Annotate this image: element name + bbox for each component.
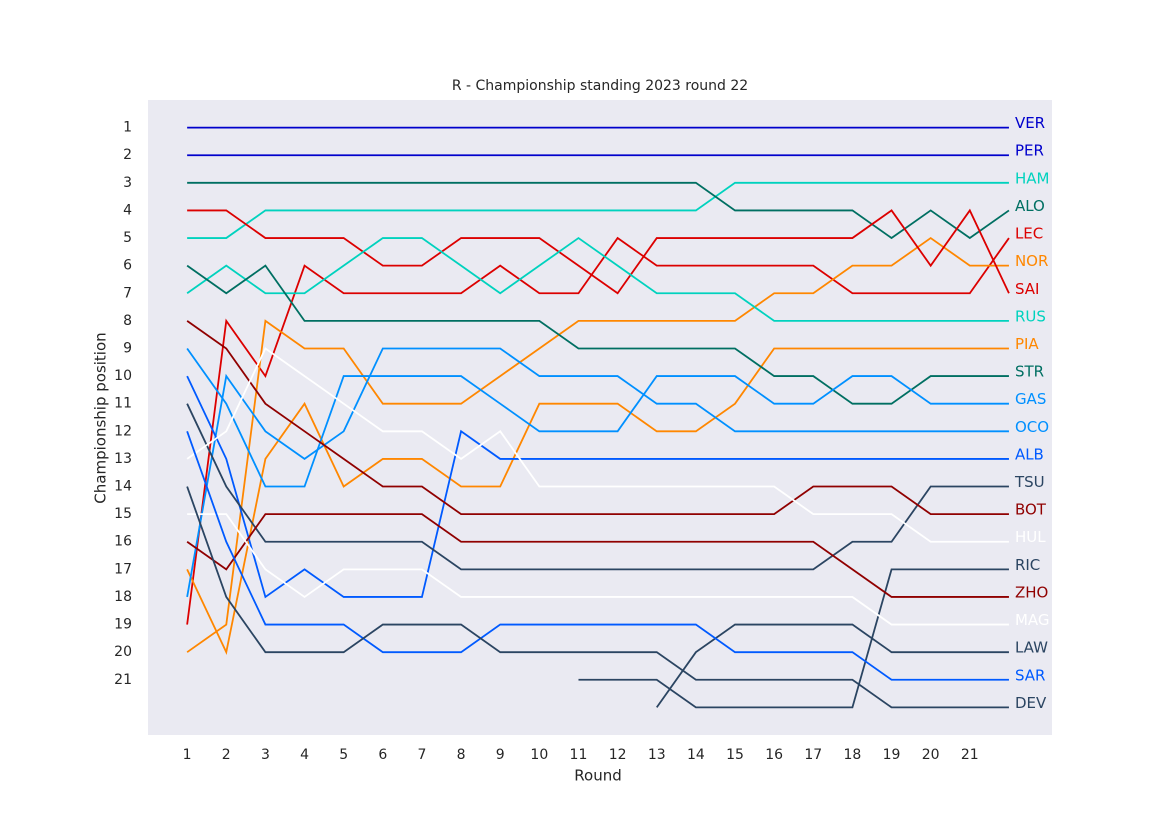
legend-label: ZHO: [1015, 583, 1048, 601]
legend-label: RUS: [1015, 307, 1046, 325]
x-tick-label: 11: [570, 747, 588, 763]
y-tick-label: 15: [114, 506, 132, 522]
legend-label: SAR: [1015, 666, 1045, 684]
series-line: [187, 513, 1009, 626]
legend-label: STR: [1015, 363, 1044, 381]
y-tick-label: 13: [114, 451, 132, 467]
series-line: [186, 320, 1009, 516]
series-line: [578, 568, 1009, 709]
series-line: [187, 208, 1010, 295]
plot-area: [148, 100, 1052, 735]
series-line: [186, 513, 1009, 598]
x-tick-label: 17: [804, 747, 822, 763]
y-tick-label: 4: [123, 202, 132, 218]
y-tick-label: 5: [123, 230, 132, 246]
x-tick-label: 7: [417, 747, 426, 763]
x-tick-label: 8: [457, 747, 466, 763]
legend-label: NOR: [1015, 252, 1048, 270]
x-tick-label: 21: [961, 747, 979, 763]
series-line: [186, 347, 1009, 488]
x-tick-label: 19: [883, 747, 901, 763]
y-axis-label: Championship position: [92, 332, 110, 503]
x-tick-label: 10: [530, 747, 548, 763]
x-tick-label: 12: [609, 747, 627, 763]
y-tick-label: 14: [114, 479, 132, 495]
y-tick-label: 8: [123, 313, 132, 329]
legend-label: OCO: [1015, 418, 1049, 436]
y-tick-label: 19: [114, 617, 132, 633]
legend-label: ALO: [1015, 197, 1045, 215]
series-line: [186, 236, 1009, 653]
series-line: [186, 403, 1009, 571]
y-tick-label: 3: [123, 175, 132, 191]
series-line: [186, 264, 1009, 405]
x-tick-label: 2: [222, 747, 231, 763]
legend-label: RIC: [1015, 556, 1040, 574]
legend-label: LEC: [1015, 225, 1043, 243]
x-tick-label: 5: [339, 747, 348, 763]
x-tick-label: 3: [261, 747, 270, 763]
y-tick-label: 9: [123, 340, 132, 356]
legend-label: LAW: [1015, 639, 1048, 657]
y-tick-label: 7: [123, 285, 132, 301]
y-tick-label: 6: [123, 258, 132, 274]
y-tick-label: 1: [123, 120, 132, 136]
x-tick-label: 9: [496, 747, 505, 763]
legend-label: BOT: [1015, 501, 1047, 519]
x-tick-label: 20: [922, 747, 940, 763]
legend-label: ALB: [1015, 445, 1044, 463]
chart-title: R - Championship standing 2023 round 22: [452, 78, 748, 94]
y-tick-label: 20: [114, 644, 132, 660]
x-tick-label: 13: [648, 747, 666, 763]
y-tick-label: 12: [114, 423, 132, 439]
x-tick-label: 14: [687, 747, 705, 763]
legend-label: HUL: [1015, 528, 1046, 546]
x-axis-label: Round: [574, 767, 621, 785]
y-tick-label: 21: [114, 672, 132, 688]
x-tick-label: 6: [378, 747, 387, 763]
x-tick-label: 18: [844, 747, 862, 763]
legend-label: SAI: [1015, 280, 1040, 298]
legend-label: HAM: [1015, 169, 1049, 187]
legend-label: PIA: [1015, 335, 1039, 353]
series-line: [186, 431, 1009, 681]
y-tick-label: 18: [114, 589, 132, 605]
legend-label: TSU: [1014, 473, 1045, 491]
legend-label: GAS: [1015, 390, 1046, 408]
x-tick-label: 1: [183, 747, 192, 763]
y-tick-label: 11: [114, 396, 132, 412]
x-tick-label: 16: [765, 747, 783, 763]
series-line: [187, 181, 1009, 239]
series-line: [186, 486, 1009, 709]
legend-label: MAG: [1015, 611, 1050, 629]
legend-label: DEV: [1015, 694, 1047, 712]
x-tick-label: 15: [726, 747, 744, 763]
series-line: [186, 236, 1009, 322]
x-tick-label: 4: [300, 747, 309, 763]
y-tick-label: 16: [114, 534, 132, 550]
y-tick-label: 10: [114, 368, 132, 384]
legend-label: PER: [1015, 142, 1044, 160]
y-tick-label: 17: [114, 561, 132, 577]
y-tick-label: 2: [123, 147, 132, 163]
legend-label: VER: [1015, 114, 1045, 132]
series-line: [186, 347, 1009, 543]
